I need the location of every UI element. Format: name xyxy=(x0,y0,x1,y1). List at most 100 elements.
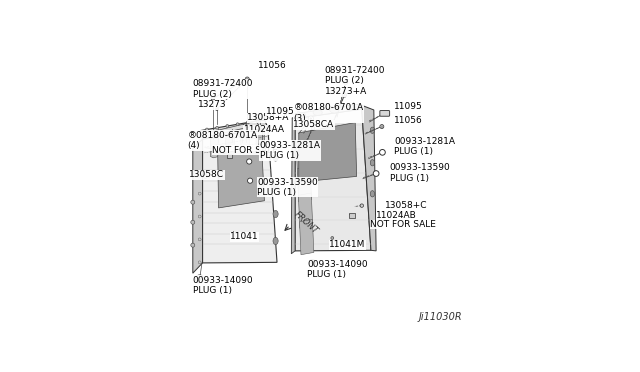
Circle shape xyxy=(198,261,201,264)
Circle shape xyxy=(196,275,204,283)
Circle shape xyxy=(198,238,201,241)
Polygon shape xyxy=(293,104,362,119)
Text: 13058CA: 13058CA xyxy=(293,121,334,129)
Circle shape xyxy=(360,204,364,207)
Text: 00933-1281A
PLUG (1): 00933-1281A PLUG (1) xyxy=(260,141,321,160)
Circle shape xyxy=(191,200,195,204)
Polygon shape xyxy=(298,193,313,228)
Ellipse shape xyxy=(273,183,278,191)
Text: 13058C: 13058C xyxy=(189,170,224,179)
Ellipse shape xyxy=(371,127,374,134)
Polygon shape xyxy=(295,109,371,251)
Text: 13058+A: 13058+A xyxy=(247,113,289,122)
Circle shape xyxy=(198,277,202,281)
Circle shape xyxy=(191,243,195,247)
Circle shape xyxy=(204,174,207,179)
Text: NOT FOR SALE: NOT FOR SALE xyxy=(212,145,278,154)
FancyBboxPatch shape xyxy=(380,110,390,116)
FancyBboxPatch shape xyxy=(349,214,355,218)
Circle shape xyxy=(198,215,201,218)
Circle shape xyxy=(191,220,195,224)
Text: 11095: 11095 xyxy=(266,107,294,116)
Polygon shape xyxy=(296,140,310,175)
FancyBboxPatch shape xyxy=(227,154,232,158)
Circle shape xyxy=(331,237,333,240)
Text: 11041M: 11041M xyxy=(330,240,366,249)
Text: FRONT: FRONT xyxy=(292,210,320,236)
Polygon shape xyxy=(200,120,268,139)
Circle shape xyxy=(380,125,384,129)
Circle shape xyxy=(236,123,239,126)
Text: Ji11030R: Ji11030R xyxy=(419,312,463,322)
Text: 00933-14090
PLUG (1): 00933-14090 PLUG (1) xyxy=(307,260,368,279)
Text: 11095: 11095 xyxy=(394,102,422,111)
Circle shape xyxy=(211,97,214,100)
Circle shape xyxy=(344,80,348,84)
Text: ®08180-6701A
(4): ®08180-6701A (4) xyxy=(188,131,258,150)
Ellipse shape xyxy=(273,211,278,218)
Polygon shape xyxy=(359,104,376,251)
Ellipse shape xyxy=(346,105,356,110)
Circle shape xyxy=(342,105,344,107)
Polygon shape xyxy=(241,132,250,153)
Text: 13058+C: 13058+C xyxy=(385,201,428,209)
Text: 11041: 11041 xyxy=(230,232,259,241)
Circle shape xyxy=(239,134,243,137)
Circle shape xyxy=(257,119,259,122)
Polygon shape xyxy=(256,130,265,150)
Text: 13273+A: 13273+A xyxy=(325,87,367,96)
Circle shape xyxy=(198,192,201,195)
Circle shape xyxy=(205,128,209,131)
Ellipse shape xyxy=(313,110,322,115)
Polygon shape xyxy=(300,219,314,255)
Text: NOT FOR SALE: NOT FOR SALE xyxy=(371,220,436,229)
Polygon shape xyxy=(211,138,219,158)
Ellipse shape xyxy=(273,154,278,161)
Circle shape xyxy=(319,108,322,110)
Circle shape xyxy=(216,126,219,129)
Circle shape xyxy=(246,159,252,164)
Text: 00933-1281A
PLUG (1): 00933-1281A PLUG (1) xyxy=(394,137,456,156)
Circle shape xyxy=(310,262,314,264)
Circle shape xyxy=(344,94,346,96)
Polygon shape xyxy=(218,144,264,208)
Text: 00933-14090
PLUG (1): 00933-14090 PLUG (1) xyxy=(193,276,253,295)
Circle shape xyxy=(373,171,379,176)
Polygon shape xyxy=(193,139,202,273)
Text: ®08180-6701A
(3): ®08180-6701A (3) xyxy=(294,103,364,122)
Ellipse shape xyxy=(371,222,374,228)
Circle shape xyxy=(226,125,228,128)
Polygon shape xyxy=(299,122,356,182)
Circle shape xyxy=(312,126,315,130)
Circle shape xyxy=(310,118,312,120)
Text: 00933-13590
PLUG (1): 00933-13590 PLUG (1) xyxy=(257,177,318,197)
Text: 08931-72400
PLUG (2): 08931-72400 PLUG (2) xyxy=(324,66,385,85)
Circle shape xyxy=(309,260,316,266)
Circle shape xyxy=(297,111,300,113)
Text: 11056: 11056 xyxy=(394,116,422,125)
Ellipse shape xyxy=(371,160,374,166)
FancyBboxPatch shape xyxy=(255,115,265,121)
Polygon shape xyxy=(226,135,234,155)
Text: 08931-72400
PLUG (2): 08931-72400 PLUG (2) xyxy=(193,79,253,99)
Ellipse shape xyxy=(330,107,339,113)
Ellipse shape xyxy=(273,237,278,244)
Text: 11024AA: 11024AA xyxy=(243,125,285,135)
Circle shape xyxy=(330,106,333,109)
Ellipse shape xyxy=(371,191,374,197)
Text: 13273: 13273 xyxy=(198,100,227,109)
Circle shape xyxy=(248,178,253,183)
Text: 11024AB: 11024AB xyxy=(376,211,417,221)
Circle shape xyxy=(308,109,310,112)
Circle shape xyxy=(353,103,355,105)
Ellipse shape xyxy=(296,112,305,118)
Polygon shape xyxy=(291,118,295,254)
Polygon shape xyxy=(297,167,312,202)
Text: 00933-13590
PLUG (1): 00933-13590 PLUG (1) xyxy=(390,163,451,183)
Circle shape xyxy=(245,77,249,81)
Circle shape xyxy=(308,116,314,121)
Circle shape xyxy=(243,124,246,126)
Circle shape xyxy=(342,93,347,97)
Circle shape xyxy=(345,81,347,83)
Polygon shape xyxy=(210,121,259,136)
